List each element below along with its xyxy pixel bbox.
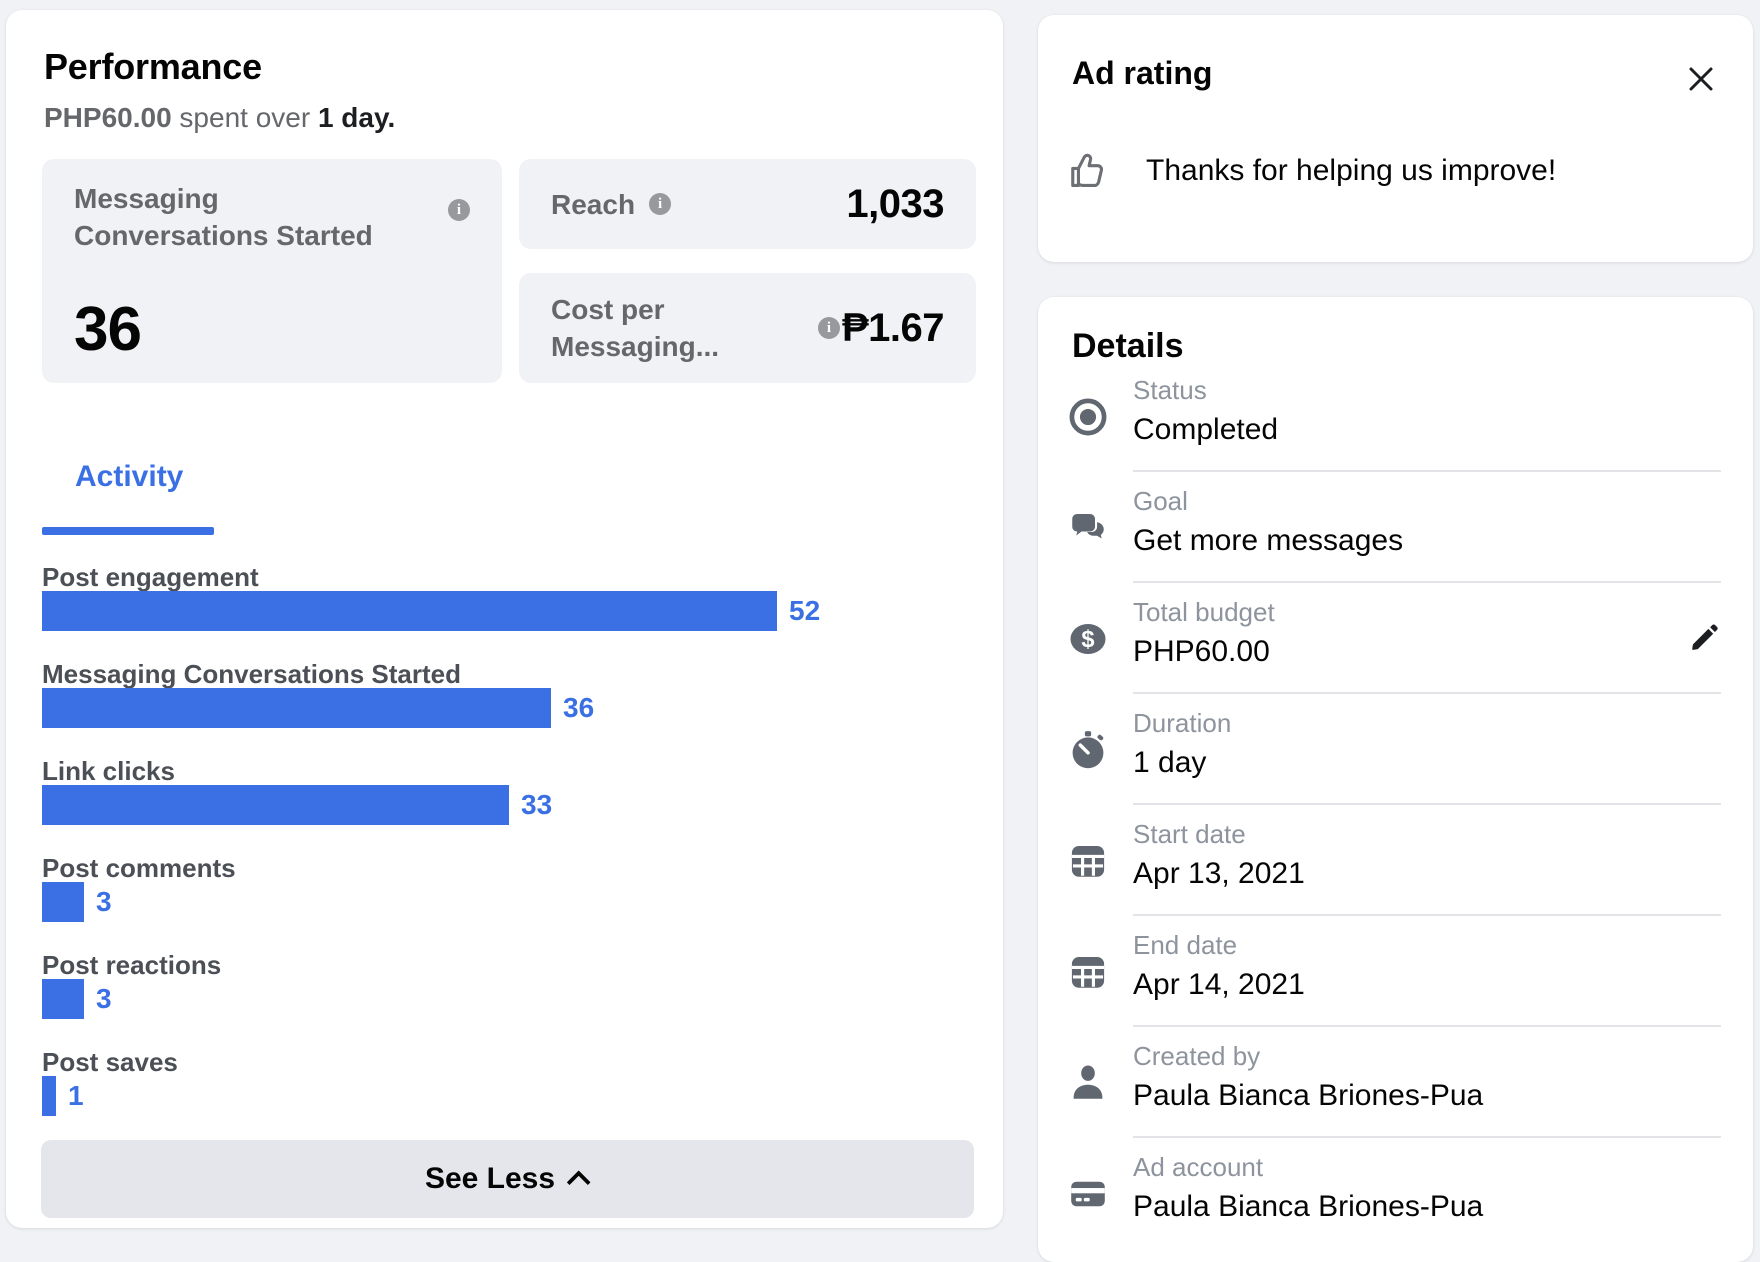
divider <box>1133 581 1721 583</box>
chart-row: Post engagement 52 <box>42 562 962 659</box>
detail-row-goal: Goal Get more messages <box>1038 472 1753 583</box>
metric-cost-per-message: Cost per Messaging... i ₱1.67 <box>519 273 976 383</box>
detail-label: Status <box>1133 375 1207 405</box>
bar-value-label: 33 <box>521 789 553 820</box>
ad-rating-title: Ad rating <box>1072 55 1213 91</box>
budget-icon: $ <box>1067 618 1109 660</box>
card-icon <box>1067 1173 1109 1215</box>
ad-rating-card: Ad rating Thanks for helping us improve! <box>1038 15 1753 262</box>
metric-label: Messaging Conversations Started <box>74 183 373 251</box>
chart-row: Link clicks 33 <box>42 756 962 853</box>
detail-row-created-by: Created by Paula Bianca Briones-Pua <box>1038 1027 1753 1138</box>
bar-value-label: 3 <box>96 983 112 1014</box>
ad-rating-message: Thanks for helping us improve! <box>1146 154 1557 187</box>
info-icon[interactable]: i <box>649 193 672 215</box>
metric-messaging-conversations: Messaging Conversations Started i 36 <box>42 159 502 383</box>
spend-summary: PHP60.00 spent over 1 day. <box>44 102 395 134</box>
bar[interactable] <box>42 591 777 631</box>
detail-row-total-budget: $ Total budget PHP60.00 <box>1038 583 1753 694</box>
detail-value: Paula Bianca Briones-Pua <box>1133 1190 1484 1223</box>
metric-value: 1,033 <box>846 181 944 226</box>
bar-category-label: Link clicks <box>42 756 175 786</box>
bar-value-label: 1 <box>68 1080 84 1111</box>
detail-row-status: Status Completed <box>1038 361 1753 472</box>
detail-row-end-date: End date Apr 14, 2021 <box>1038 916 1753 1027</box>
detail-row-start-date: Start date Apr 13, 2021 <box>1038 805 1753 916</box>
bar[interactable] <box>42 785 509 825</box>
detail-value: Get more messages <box>1133 524 1404 557</box>
edit-budget-pencil-icon[interactable] <box>1683 615 1727 659</box>
detail-label: Duration <box>1133 708 1232 738</box>
performance-title: Performance <box>44 46 262 87</box>
chart-row: Messaging Conversations Started 36 <box>42 659 962 756</box>
calendar-icon <box>1067 840 1109 882</box>
spend-duration: 1 day. <box>317 102 396 133</box>
see-less-button[interactable]: See Less <box>41 1140 974 1218</box>
info-icon[interactable]: i <box>448 199 470 221</box>
bar[interactable] <box>42 688 551 728</box>
see-less-label: See Less <box>424 1162 556 1195</box>
bar[interactable] <box>42 979 84 1019</box>
detail-label: Created by <box>1133 1041 1261 1071</box>
bar-value-label: 36 <box>563 692 595 723</box>
status-icon <box>1067 396 1109 438</box>
bar-category-label: Post comments <box>42 853 236 883</box>
detail-label: Goal <box>1133 486 1188 516</box>
spend-middle-text: spent over <box>171 102 318 133</box>
metric-value: 36 <box>74 295 142 364</box>
tab-activity[interactable]: Activity <box>75 460 184 493</box>
bar-category-label: Post reactions <box>42 950 222 980</box>
detail-label: Total budget <box>1133 597 1275 627</box>
metric-label: Reach <box>551 188 636 220</box>
divider <box>1133 692 1721 694</box>
divider <box>1133 470 1721 472</box>
detail-row-duration: Duration 1 day <box>1038 694 1753 805</box>
detail-value: 1 day <box>1133 746 1207 779</box>
info-icon[interactable]: i <box>817 317 840 339</box>
metric-label: Cost per Messaging... <box>551 294 720 362</box>
divider <box>1133 1025 1721 1027</box>
spend-amount: PHP60.00 <box>44 102 172 133</box>
metric-reach: Reach i 1,033 <box>519 159 976 249</box>
details-title: Details <box>1072 327 1184 365</box>
detail-label: Ad account <box>1133 1152 1264 1182</box>
close-icon[interactable] <box>1679 57 1723 101</box>
chart-row: Post saves 1 <box>42 1047 962 1144</box>
performance-card: Performance PHP60.00 spent over 1 day. M… <box>6 10 1003 1228</box>
chart-row: Post comments 3 <box>42 853 962 950</box>
detail-value: Paula Bianca Briones-Pua <box>1133 1079 1484 1112</box>
bar-category-label: Post saves <box>42 1047 178 1077</box>
duration-icon <box>1067 729 1109 771</box>
ads-manager-screen: { "colors": { "accent": "#3B70E5", "bar_… <box>6 10 1753 1262</box>
goal-icon <box>1067 507 1109 549</box>
bar[interactable] <box>42 882 84 922</box>
detail-value: PHP60.00 <box>1133 635 1270 668</box>
bar-category-label: Messaging Conversations Started <box>42 659 461 689</box>
bar-value-label: 52 <box>789 595 821 626</box>
calendar-icon <box>1067 951 1109 993</box>
chevron-up-icon <box>566 1169 591 1194</box>
bar[interactable] <box>42 1076 56 1116</box>
person-icon <box>1067 1062 1109 1104</box>
thumbs-up-icon <box>1068 149 1112 193</box>
detail-value: Completed <box>1133 413 1279 446</box>
bar-value-label: 3 <box>96 886 112 917</box>
metric-value: ₱1.67 <box>841 305 945 350</box>
detail-value: Apr 13, 2021 <box>1133 857 1305 890</box>
detail-label: Start date <box>1133 819 1246 849</box>
tab-active-underline <box>42 527 214 535</box>
chart-row: Post reactions 3 <box>42 950 962 1047</box>
divider <box>1133 914 1721 916</box>
details-card: Details Status Completed Goal Get more mess… <box>1038 297 1753 1262</box>
activity-bar-chart: Post engagement 52 Messaging Conversations… <box>42 562 962 1144</box>
divider <box>1133 803 1721 805</box>
detail-label: End date <box>1133 930 1238 960</box>
detail-value: Apr 14, 2021 <box>1133 968 1305 1001</box>
bar-category-label: Post engagement <box>42 562 259 592</box>
detail-row-ad-account: Ad account Paula Bianca Briones-Pua <box>1038 1138 1753 1249</box>
divider <box>1133 1136 1721 1138</box>
svg-text:$: $ <box>1081 627 1094 653</box>
